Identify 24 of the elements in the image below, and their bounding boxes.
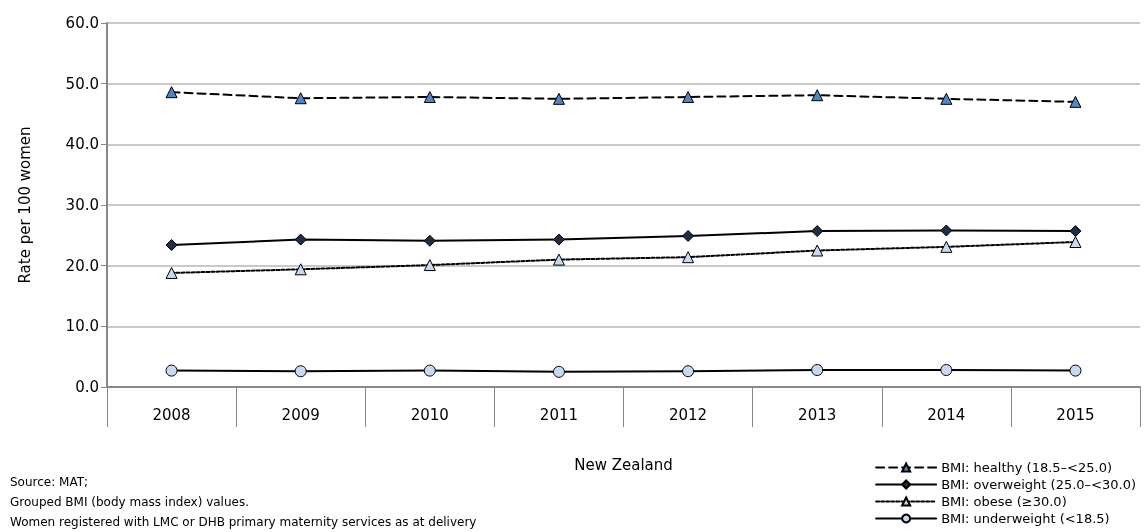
y-tick-label: 40.0 bbox=[65, 135, 99, 154]
legend-label: BMI: obese (≥30.0) bbox=[941, 494, 1067, 509]
x-axis-title: New Zealand bbox=[574, 455, 673, 474]
x-tick-label: 2014 bbox=[927, 405, 966, 424]
y-tick-label: 10.0 bbox=[65, 317, 99, 336]
x-tick-label: 2008 bbox=[152, 405, 191, 424]
x-tick-label: 2009 bbox=[281, 405, 320, 424]
y-tick-label: 20.0 bbox=[65, 256, 99, 275]
text: Grouped BMI (body mass index) values. bbox=[10, 495, 249, 509]
x-tick-label: 2015 bbox=[1056, 405, 1095, 424]
legend-label: BMI: overweight (25.0–<30.0) bbox=[941, 477, 1137, 492]
y-tick-label: 0.0 bbox=[75, 378, 99, 396]
legend-label: BMI: underweight (<18.5) bbox=[941, 511, 1110, 526]
source-note: Source: MAT; bbox=[10, 475, 89, 489]
y-tick-label: 30.0 bbox=[65, 196, 99, 214]
y-tick-label: 50.0 bbox=[65, 74, 99, 93]
y-tick-label: 60.0 bbox=[65, 14, 99, 32]
x-tick-label: 2012 bbox=[668, 405, 708, 424]
text: Women registered with LMC or DHB primary maternity services as at delivery bbox=[10, 515, 477, 529]
legend-label: BMI: healthy (18.5–<25.0) bbox=[941, 460, 1113, 475]
x-tick-label: 2013 bbox=[798, 405, 837, 424]
y-axis-title: Rate per 100 women bbox=[15, 126, 34, 284]
x-tick-label: 2010 bbox=[410, 405, 449, 424]
x-tick-label: 2011 bbox=[539, 405, 579, 424]
